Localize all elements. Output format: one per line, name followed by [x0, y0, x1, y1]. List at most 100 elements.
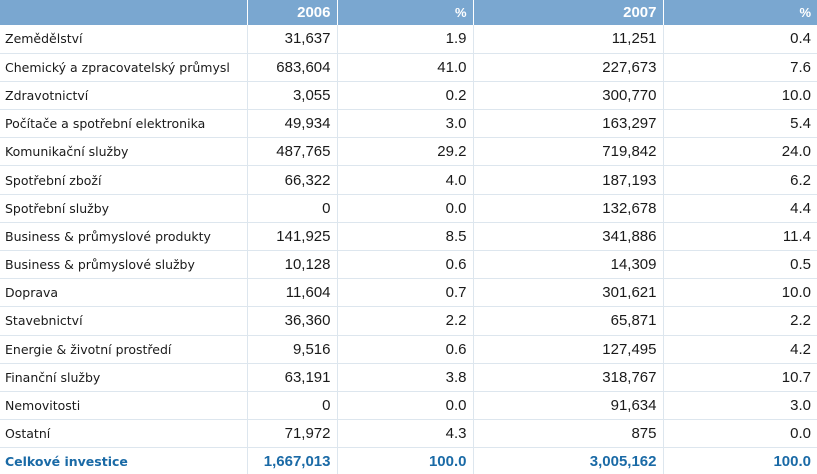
percent-2006: 29.2 [337, 137, 474, 167]
total-percent-2006: 100.0 [337, 447, 474, 474]
value-2007: 875 [473, 419, 664, 449]
table-row: Počítače a spotřební elektronika 49,934 3.… [0, 109, 817, 139]
percent-2006: 0.6 [337, 335, 474, 364]
percent-2006: 0.0 [337, 194, 474, 223]
table-row: Business & průmyslové služby 10,128 0.6 14,… [0, 250, 817, 280]
total-row: Celkové investice 1,667,013 100.0 3,005,… [0, 447, 817, 474]
table-row: Spotřební zboží 66,322 4.0 187,193 6.2 [0, 165, 817, 195]
percent-2007: 24.0 [663, 137, 817, 167]
value-2006: 10,128 [247, 250, 338, 280]
sector-name: Chemický a zpracovatelský průmysl [0, 53, 248, 82]
sector-name: Business & průmyslové produkty [0, 222, 248, 252]
table-row: Business & průmyslové produkty 141,925 8.5… [0, 222, 817, 252]
sector-name: Komunikační služby [0, 137, 248, 167]
value-2006: 141,925 [247, 222, 338, 252]
table-row: Stavebnictví 36,360 2.2 65,871 2.2 [0, 306, 817, 336]
percent-2007: 10.0 [663, 278, 817, 308]
sector-name: Zdravotnictví [0, 81, 248, 111]
value-2006: 66,322 [247, 165, 338, 195]
percent-2006: 3.0 [337, 109, 474, 139]
value-2006: 683,604 [247, 53, 338, 82]
table-row: Spotřební služby 0 0.0 132,678 4.4 [0, 194, 817, 223]
percent-2007: 10.7 [663, 363, 817, 392]
percent-2007: 2.2 [663, 306, 817, 336]
table-row: Nemovitosti 0 0.0 91,634 3.0 [0, 391, 817, 421]
table-row: Komunikační služby 487,765 29.2 719,842 24.0 [0, 137, 817, 167]
sector-name: Energie & životní prostředí [0, 335, 248, 364]
total-percent-2007: 100.0 [773, 452, 811, 470]
value-2007: 227,673 [473, 53, 664, 82]
table-row: Chemický a zpracovatelský průmysl 683,604… [0, 53, 817, 82]
percent-2007: 4.2 [663, 335, 817, 364]
value-2006: 63,191 [247, 363, 338, 392]
header-2007: 2007 [473, 0, 664, 25]
sector-name: Spotřební zboží [0, 165, 248, 195]
value-2006: 3,055 [247, 81, 338, 111]
total-2006: 1,667,013 [247, 447, 338, 474]
table-row: Zdravotnictví 3,055 0.2 300,770 10.0 [0, 81, 817, 111]
total-label: Celkové investice [0, 447, 248, 474]
percent-2006: 4.3 [337, 419, 474, 449]
percent-2007: 7.6 [663, 53, 817, 82]
value-2006: 11,604 [247, 278, 338, 308]
value-2006: 71,972 [247, 419, 338, 449]
header-row: 2006 % 2007 % [0, 0, 817, 25]
percent-2006: 0.2 [337, 81, 474, 111]
value-2007: 14,309 [473, 250, 664, 280]
percent-2006: 4.0 [337, 165, 474, 195]
value-2007: 300,770 [473, 81, 664, 111]
value-2006: 0 [247, 194, 338, 223]
percent-2006: 8.5 [337, 222, 474, 252]
value-2007: 11,251 [473, 25, 664, 54]
percent-2006: 0.7 [337, 278, 474, 308]
percent-2007: 0.0 [663, 419, 817, 449]
sector-name: Stavebnictví [0, 306, 248, 336]
value-2006: 9,516 [247, 335, 338, 364]
sector-name: Doprava [0, 278, 248, 308]
percent-2007: 6.2 [663, 165, 817, 195]
value-2007: 187,193 [473, 165, 664, 195]
percent-2007: 10.0 [663, 81, 817, 111]
header-percent-2007: % [663, 0, 817, 25]
percent-2006: 2.2 [337, 306, 474, 336]
sector-name: Finanční služby [0, 363, 248, 392]
table-row: Ostatní 71,972 4.3 875 0.0 [0, 419, 817, 449]
value-2007: 719,842 [473, 137, 664, 167]
value-2006: 49,934 [247, 109, 338, 139]
percent-2006: 3.8 [337, 363, 474, 392]
value-2006: 487,765 [247, 137, 338, 167]
header-2006: 2006 [247, 0, 338, 25]
value-2007: 341,886 [473, 222, 664, 252]
value-2006: 0 [247, 391, 338, 421]
percent-2007: 0.4 [663, 25, 817, 54]
header-percent-2006: % [337, 0, 474, 25]
sector-name: Spotřební služby [0, 194, 248, 223]
percent-2006: 41.0 [337, 53, 474, 82]
value-2007: 91,634 [473, 391, 664, 421]
header-sector [0, 0, 248, 25]
total-2007: 3,005,162 [473, 447, 664, 474]
sector-name: Nemovitosti [0, 391, 248, 421]
value-2007: 301,621 [473, 278, 664, 308]
sector-name: Ostatní [0, 419, 248, 449]
sector-name: Business & průmyslové služby [0, 250, 248, 280]
percent-2007: 0.5 [663, 250, 817, 280]
value-2006: 31,637 [247, 25, 338, 54]
percent-2006: 1.9 [337, 25, 474, 54]
table-row: Zemědělství 31,637 1.9 11,251 0.4 [0, 25, 817, 54]
percent-2007: 3.0 [663, 391, 817, 421]
table-row: Finanční služby 63,191 3.8 318,767 10.7 [0, 363, 817, 392]
percent-2007: 4.4 [663, 194, 817, 223]
value-2006: 36,360 [247, 306, 338, 336]
table-row: Doprava 11,604 0.7 301,621 10.0 [0, 278, 817, 308]
percent-2007: 11.4 [663, 222, 817, 252]
percent-2006: 0.6 [337, 250, 474, 280]
sector-name: Zemědělství [0, 25, 248, 54]
percent-2007: 5.4 [663, 109, 817, 139]
value-2007: 127,495 [473, 335, 664, 364]
value-2007: 163,297 [473, 109, 664, 139]
percent-2006: 0.0 [337, 391, 474, 421]
value-2007: 65,871 [473, 306, 664, 336]
table-row: Energie & životní prostředí 9,516 0.6 127,4… [0, 335, 817, 364]
